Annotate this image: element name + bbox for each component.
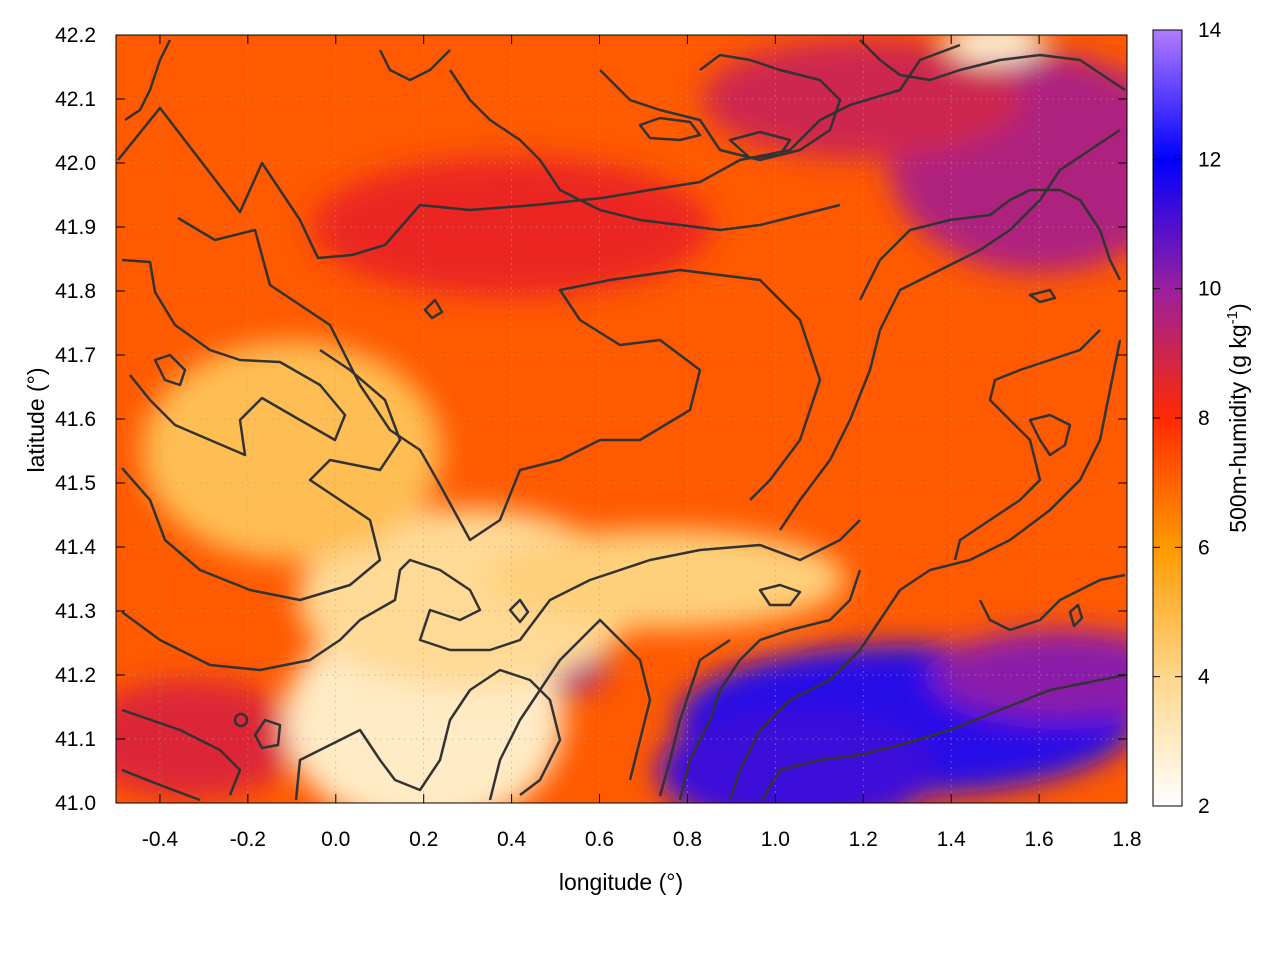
y-tick-label: 42.1 bbox=[55, 88, 96, 111]
contour-line bbox=[448, 69, 841, 232]
x-tick-label: 1.6 bbox=[1024, 828, 1053, 851]
heatmap-blob-coastal-humid-east bbox=[657, 711, 938, 803]
contour-line bbox=[728, 130, 792, 160]
contour-line bbox=[177, 216, 822, 542]
contour-line bbox=[233, 712, 249, 728]
x-tick-label: 0.8 bbox=[673, 828, 702, 851]
x-tick-label: 1.8 bbox=[1112, 828, 1141, 851]
heatmap-blob-coastal-humid-far-east bbox=[931, 630, 1127, 720]
heatmap-blobs bbox=[116, 35, 1127, 803]
contour-line bbox=[678, 569, 862, 801]
contour-line bbox=[758, 583, 802, 607]
colorbar-label: 500m-humidity (g kg-1) bbox=[1224, 303, 1251, 532]
x-tick-label: -0.4 bbox=[142, 828, 179, 851]
contour-line bbox=[294, 668, 562, 801]
y-tick-label: 41.6 bbox=[55, 408, 96, 431]
contour-line bbox=[1068, 603, 1084, 628]
x-tick-label: 1.0 bbox=[761, 828, 790, 851]
colorbar-tick-label: 4 bbox=[1198, 666, 1210, 689]
colorbar-tick-label: 14 bbox=[1198, 19, 1222, 42]
contour-line bbox=[253, 718, 282, 750]
x-axis: -0.4 -0.2 0.0 0.2 0.4 0.6 0.8 1.0 1.2 1.4 1.6 1.8 bbox=[142, 35, 1142, 851]
colorbar-label-end: ) bbox=[1225, 303, 1251, 311]
contour-line bbox=[638, 116, 702, 142]
colorbar-tick-label: 10 bbox=[1198, 278, 1221, 301]
contour-line bbox=[124, 39, 172, 122]
contour-line bbox=[760, 673, 1126, 801]
y-tick-label: 41.5 bbox=[55, 472, 96, 495]
y-tick-label: 41.3 bbox=[55, 600, 96, 623]
contour-line bbox=[599, 53, 842, 162]
x-tick-label: 1.4 bbox=[937, 828, 967, 851]
colorbar-label-sup: -1 bbox=[1224, 311, 1241, 324]
contour-line bbox=[378, 49, 451, 82]
x-tick-label: 0.0 bbox=[321, 828, 350, 851]
contour-line bbox=[978, 573, 1126, 632]
contour-line bbox=[859, 39, 1126, 92]
heatmap-field bbox=[116, 35, 1127, 803]
y-tick-label: 42.2 bbox=[55, 24, 96, 47]
y-tick-label: 41.7 bbox=[55, 344, 96, 367]
heatmap-blob-dry-tongue-east bbox=[485, 529, 846, 629]
contour-line bbox=[488, 618, 652, 801]
x-axis-label: longitude (°) bbox=[559, 869, 683, 895]
y-tick-label: 41.9 bbox=[55, 216, 96, 239]
y-tick-label: 41.0 bbox=[55, 792, 96, 815]
contour-line bbox=[508, 598, 530, 624]
y-tick-label: 41.2 bbox=[55, 664, 96, 687]
y-tick-label: 41.1 bbox=[55, 728, 96, 751]
contour-line bbox=[153, 353, 187, 387]
contour-line bbox=[121, 519, 861, 672]
colorbar-label-main: 500m-humidity (g kg bbox=[1225, 324, 1251, 532]
y-axis: 41.0 41.1 41.2 41.3 41.4 41.5 41.6 41.7 41.8 41.9… bbox=[55, 24, 1127, 815]
x-tick-label: -0.2 bbox=[230, 828, 266, 851]
contour-line bbox=[121, 258, 347, 457]
contour-line bbox=[121, 708, 242, 796]
colorbar-tick-label: 8 bbox=[1198, 407, 1210, 430]
heatmap-blob-north-humid bbox=[703, 39, 1024, 159]
heatmap-blob-dry-west-center bbox=[141, 341, 442, 561]
colorbar-tick-label: 2 bbox=[1198, 795, 1210, 818]
contour-line bbox=[658, 638, 731, 797]
heatmap-blob-west-humid-southwest bbox=[116, 679, 301, 799]
colorbar-tick-label: 12 bbox=[1198, 148, 1221, 171]
contour-line bbox=[1028, 413, 1072, 457]
contour-line bbox=[121, 768, 201, 802]
contour-line bbox=[728, 339, 1122, 801]
colorbar-tick-label: 6 bbox=[1198, 536, 1210, 559]
contour-line bbox=[858, 188, 1122, 301]
contour-line bbox=[778, 128, 1121, 531]
contour-lines bbox=[117, 39, 1126, 802]
contour-line bbox=[953, 329, 1101, 561]
contour-line bbox=[423, 298, 444, 320]
y-axis-label: latitude (°) bbox=[23, 367, 49, 472]
grid-lines bbox=[116, 35, 1127, 803]
contour-line bbox=[121, 348, 402, 602]
x-tick-label: 0.4 bbox=[497, 828, 527, 851]
x-tick-label: 0.2 bbox=[409, 828, 438, 851]
x-tick-label: 1.2 bbox=[849, 828, 878, 851]
contour-line bbox=[1028, 288, 1057, 304]
y-tick-label: 41.8 bbox=[55, 280, 96, 303]
colorbar: 2 4 6 8 10 12 14 500m-humidity (g kg-1) bbox=[1152, 19, 1251, 818]
colorbar-ticks: 2 4 6 8 10 12 14 bbox=[1153, 19, 1222, 818]
x-tick-label: 0.6 bbox=[585, 828, 614, 851]
y-tick-label: 41.4 bbox=[55, 536, 96, 559]
y-tick-label: 42.0 bbox=[55, 152, 96, 175]
